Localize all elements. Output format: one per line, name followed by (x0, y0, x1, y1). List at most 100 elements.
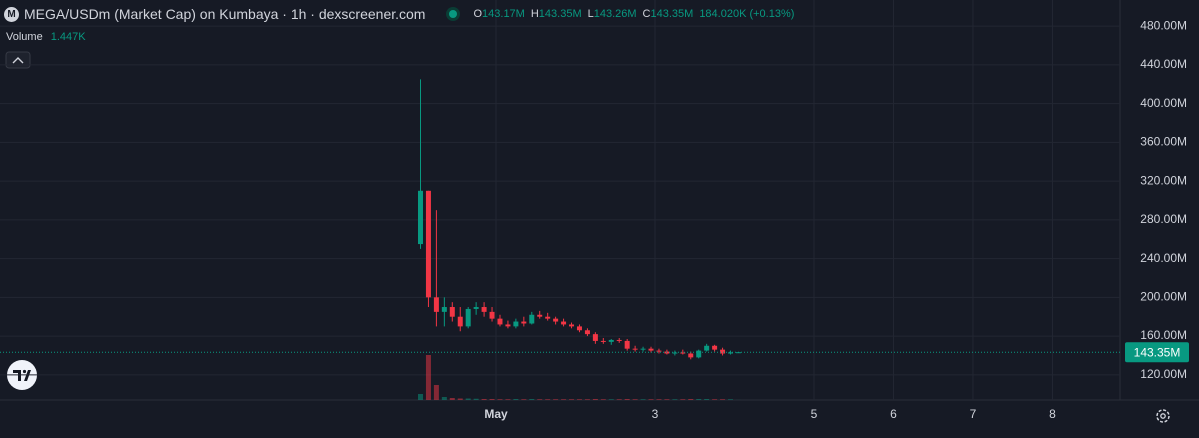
volume-bar (569, 399, 575, 400)
x-tick-label: 8 (1049, 407, 1056, 421)
candle-body (624, 340, 630, 349)
y-tick-label: 440.00M (1140, 57, 1187, 71)
ohlc-value: 143.35M (538, 8, 582, 20)
volume-bar (529, 399, 535, 400)
candle-body (561, 321, 567, 325)
candle-body (688, 353, 694, 358)
candle-body (505, 324, 511, 327)
volume-value: 1.447K (50, 31, 86, 43)
candle-body (720, 349, 726, 354)
candle-body (712, 345, 718, 350)
candle-body (576, 326, 582, 331)
y-tick-label: 480.00M (1140, 18, 1187, 32)
volume-bar (616, 399, 622, 400)
volume-bar (632, 399, 638, 400)
volume-bar (433, 385, 439, 400)
candle-body (608, 339, 614, 342)
candle-body (417, 190, 423, 245)
volume-bar (584, 399, 590, 400)
volume-bar (425, 355, 431, 400)
candle-body (584, 330, 590, 335)
volume-bar (640, 399, 646, 400)
y-tick-label: 200.00M (1140, 290, 1187, 304)
volume-bar (600, 399, 606, 400)
candle-body (640, 348, 646, 350)
legend-header: M MEGA/USDm (Market Cap) on Kumbaya · 1h … (4, 6, 794, 22)
candle-body (465, 308, 471, 327)
x-tick-label: 3 (652, 407, 659, 421)
candle-body (656, 350, 662, 352)
ohlc-value: 143.17M (482, 8, 525, 20)
candle-body (632, 348, 638, 350)
volume-bar (457, 398, 463, 400)
logo: M (4, 6, 19, 22)
status-dot (449, 10, 458, 18)
candle-body (545, 316, 551, 319)
volume-bar (441, 397, 447, 400)
volume-bar (664, 399, 670, 400)
last-price-box (1125, 342, 1189, 363)
volume-bar (465, 398, 471, 400)
candle-body (489, 311, 495, 319)
candle-body (497, 318, 503, 325)
ohlc-key: C (642, 8, 651, 20)
candle-body (457, 316, 463, 327)
ohlc-value: 143.35M (650, 8, 694, 20)
volume-bar (417, 394, 423, 400)
candle-body (513, 321, 519, 327)
y-tick-label: 120.00M (1140, 367, 1187, 381)
candle-body (648, 348, 654, 351)
candle-body (553, 318, 559, 322)
volume-bar (720, 399, 726, 400)
ohlc-key: L (587, 8, 594, 20)
candle-body (425, 190, 431, 298)
volume-bar (537, 399, 543, 400)
ohlc-value: 143.26M (593, 8, 637, 20)
volume-bar (704, 399, 710, 400)
candle-body (592, 334, 598, 341)
y-tick-label: 400.00M (1140, 96, 1187, 110)
settings-button[interactable] (1156, 409, 1170, 423)
candle-body (529, 314, 535, 324)
candle-body (672, 352, 678, 354)
volume-bar (481, 399, 487, 400)
volume-bar (672, 399, 678, 400)
volume-bar (521, 399, 527, 400)
candle-body (704, 345, 710, 351)
candle-body (728, 352, 734, 354)
volume-bar (505, 399, 511, 400)
candle-body (481, 307, 487, 312)
volume-bar (592, 399, 598, 400)
candle-body (473, 307, 479, 309)
volume-bar (680, 399, 686, 400)
volume-bar (489, 399, 495, 400)
chart-title: MEGA/USDm (Market Cap) on Kumbaya · 1h ·… (24, 6, 426, 22)
y-tick-label: 160.00M (1140, 328, 1187, 342)
volume-bar (608, 399, 614, 400)
volume-bar (545, 399, 551, 400)
collapse-button[interactable] (5, 51, 31, 69)
volume-bar (553, 399, 559, 400)
y-tick-label: 320.00M (1140, 173, 1187, 187)
volume-bar (497, 399, 503, 400)
last-price-label: 143.35M (1134, 345, 1181, 359)
volume-bar (473, 398, 479, 400)
ohlc-key: O (473, 8, 483, 20)
volume-label: Volume (6, 31, 43, 43)
volume-bar (513, 399, 519, 400)
volume-bar (576, 399, 582, 400)
candle-body (449, 307, 455, 317)
candle-body (433, 297, 439, 312)
x-tick-label: 7 (970, 407, 977, 421)
candle-body (569, 324, 575, 327)
volume-bar (648, 399, 654, 400)
candle-body (441, 307, 447, 312)
x-tick-label: 5 (811, 407, 818, 421)
volume-legend: Volume 1.447K (6, 31, 86, 43)
volume-bar (624, 399, 630, 400)
y-tick-label: 240.00M (1140, 251, 1187, 265)
y-tick-label: 360.00M (1140, 135, 1187, 149)
